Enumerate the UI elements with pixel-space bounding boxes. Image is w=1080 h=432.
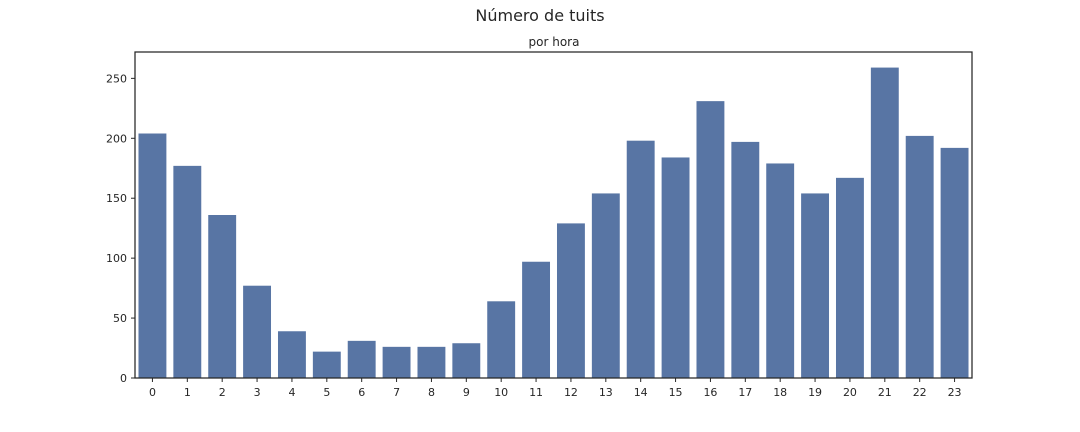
x-tick-label: 4 [288, 386, 295, 399]
bar-21 [870, 67, 899, 379]
bar-7 [382, 346, 411, 378]
bar-12 [556, 223, 585, 378]
x-tick-label: 0 [149, 386, 156, 399]
x-tick-label: 17 [738, 386, 752, 399]
x-tick-label: 19 [808, 386, 822, 399]
x-tick-label: 1 [184, 386, 191, 399]
bar-20 [835, 177, 864, 378]
y-tick-label: 200 [106, 132, 127, 145]
bar-14 [626, 140, 655, 378]
x-tick-label: 16 [703, 386, 717, 399]
bars-group [138, 67, 969, 379]
y-tick-label: 0 [120, 372, 127, 385]
bar-9 [452, 343, 481, 378]
bar-2 [208, 215, 237, 378]
x-tick-label: 3 [254, 386, 261, 399]
y-tick-label: 150 [106, 192, 127, 205]
x-tick-label: 23 [948, 386, 962, 399]
bar-5 [312, 351, 341, 378]
bar-1 [173, 165, 202, 378]
x-axis: 0 1 2 3 4 5 6 7 8 9 10 11 12 13 14 15 16 17 18 19 20 21 22 23 [149, 378, 962, 399]
x-tick-label: 7 [393, 386, 400, 399]
x-tick-label: 12 [564, 386, 578, 399]
bar-8 [417, 346, 446, 378]
x-tick-label: 21 [878, 386, 892, 399]
bar-19 [801, 193, 830, 378]
bar-16 [696, 101, 725, 378]
bar-0 [138, 133, 167, 378]
chart-subtitle: por hora [529, 35, 580, 49]
x-tick-label: 20 [843, 386, 857, 399]
y-tick-label: 100 [106, 252, 127, 265]
x-tick-label: 9 [463, 386, 470, 399]
x-tick-label: 6 [358, 386, 365, 399]
bar-15 [661, 157, 690, 378]
bar-13 [591, 193, 620, 378]
bar-18 [766, 163, 795, 378]
y-tick-label: 50 [113, 312, 127, 325]
bar-10 [487, 301, 516, 378]
bar-4 [277, 331, 306, 378]
x-tick-label: 13 [599, 386, 613, 399]
x-tick-label: 2 [219, 386, 226, 399]
y-axis: 0 50 100 150 200 250 [106, 72, 135, 385]
bar-17 [731, 141, 760, 378]
y-tick-label: 250 [106, 72, 127, 85]
x-tick-label: 11 [529, 386, 543, 399]
x-tick-label: 8 [428, 386, 435, 399]
bar-6 [347, 340, 376, 378]
plot-frame [134, 51, 973, 379]
bar-11 [522, 261, 551, 378]
x-tick-label: 15 [669, 386, 683, 399]
x-tick-label: 18 [773, 386, 787, 399]
x-tick-label: 5 [323, 386, 330, 399]
x-tick-label: 10 [494, 386, 508, 399]
x-tick-label: 14 [634, 386, 648, 399]
chart-title: Número de tuits [475, 6, 604, 25]
bar-3 [243, 285, 272, 378]
bar-23 [940, 147, 969, 378]
x-tick-label: 22 [913, 386, 927, 399]
bar-22 [905, 135, 934, 378]
